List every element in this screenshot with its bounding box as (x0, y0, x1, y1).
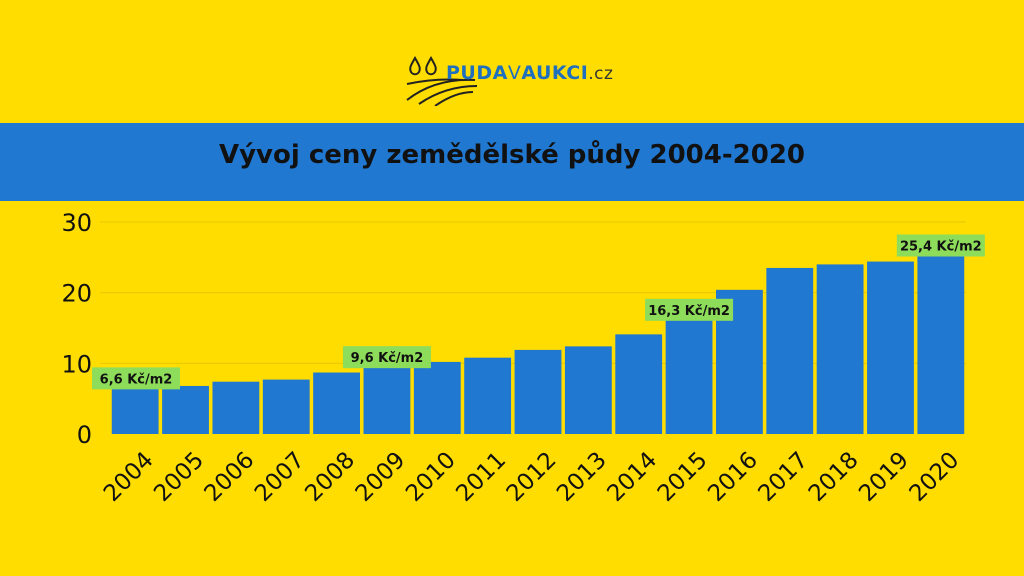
logo-icon (406, 56, 478, 106)
bar (162, 385, 209, 434)
x-tick-label: 2011 (451, 447, 511, 507)
bar (413, 361, 461, 434)
title-banner (0, 123, 1024, 201)
x-tick-label: 2013 (552, 447, 612, 507)
x-tick-label: 2015 (653, 447, 713, 507)
bar (564, 346, 612, 434)
bar (816, 264, 864, 434)
bar (665, 318, 713, 434)
y-tick-label: 30 (61, 209, 92, 237)
data-label: 6,6 Kč/m2 (100, 372, 173, 387)
data-label: 16,3 Kč/m2 (648, 304, 730, 319)
x-tick-label: 2006 (200, 447, 260, 507)
x-tick-label: 2020 (905, 447, 965, 507)
x-tick-label: 2014 (602, 447, 662, 507)
x-tick-label: 2004 (99, 447, 159, 507)
x-tick-label: 2010 (401, 447, 461, 507)
x-tick-label: 2007 (250, 447, 310, 507)
y-tick-label: 0 (77, 421, 92, 449)
bar (615, 334, 663, 434)
y-tick-label: 20 (61, 280, 92, 308)
logo-text-aukci: AUKCI (521, 62, 589, 84)
data-label-bg (342, 346, 431, 369)
logo-text-v: V (507, 62, 522, 84)
data-label: 9,6 Kč/m2 (351, 351, 424, 366)
bar (262, 379, 310, 434)
logo-text-puda: PUDA (446, 62, 508, 84)
x-tick-label: 2008 (300, 447, 360, 507)
bar (313, 372, 361, 434)
bar (867, 261, 914, 434)
data-label: 25,4 Kč/m2 (900, 240, 982, 255)
x-tick-label: 2009 (351, 447, 411, 507)
bar (464, 357, 512, 434)
x-tick-label: 2012 (502, 447, 562, 507)
y-tick-label: 10 (61, 350, 92, 378)
data-label-bg (645, 298, 734, 321)
logo-text: PUDAVAUKCI.cz (446, 62, 613, 84)
x-tick-label: 2016 (703, 447, 763, 507)
bar (766, 267, 814, 434)
data-label-bg (92, 367, 180, 390)
bar (514, 349, 562, 434)
bar (363, 366, 411, 434)
chart-title: Vývoj ceny zemědělské půdy 2004-2020 (218, 140, 806, 170)
data-label-bg (896, 234, 985, 257)
bar (917, 254, 965, 434)
x-tick-label: 2018 (804, 447, 864, 507)
bar (212, 381, 260, 434)
x-tick-label: 2017 (754, 447, 814, 507)
logo-text-domain: .cz (588, 64, 614, 84)
x-tick-label: 2019 (854, 447, 914, 507)
bar (111, 387, 159, 434)
x-tick-label: 2005 (149, 447, 209, 507)
